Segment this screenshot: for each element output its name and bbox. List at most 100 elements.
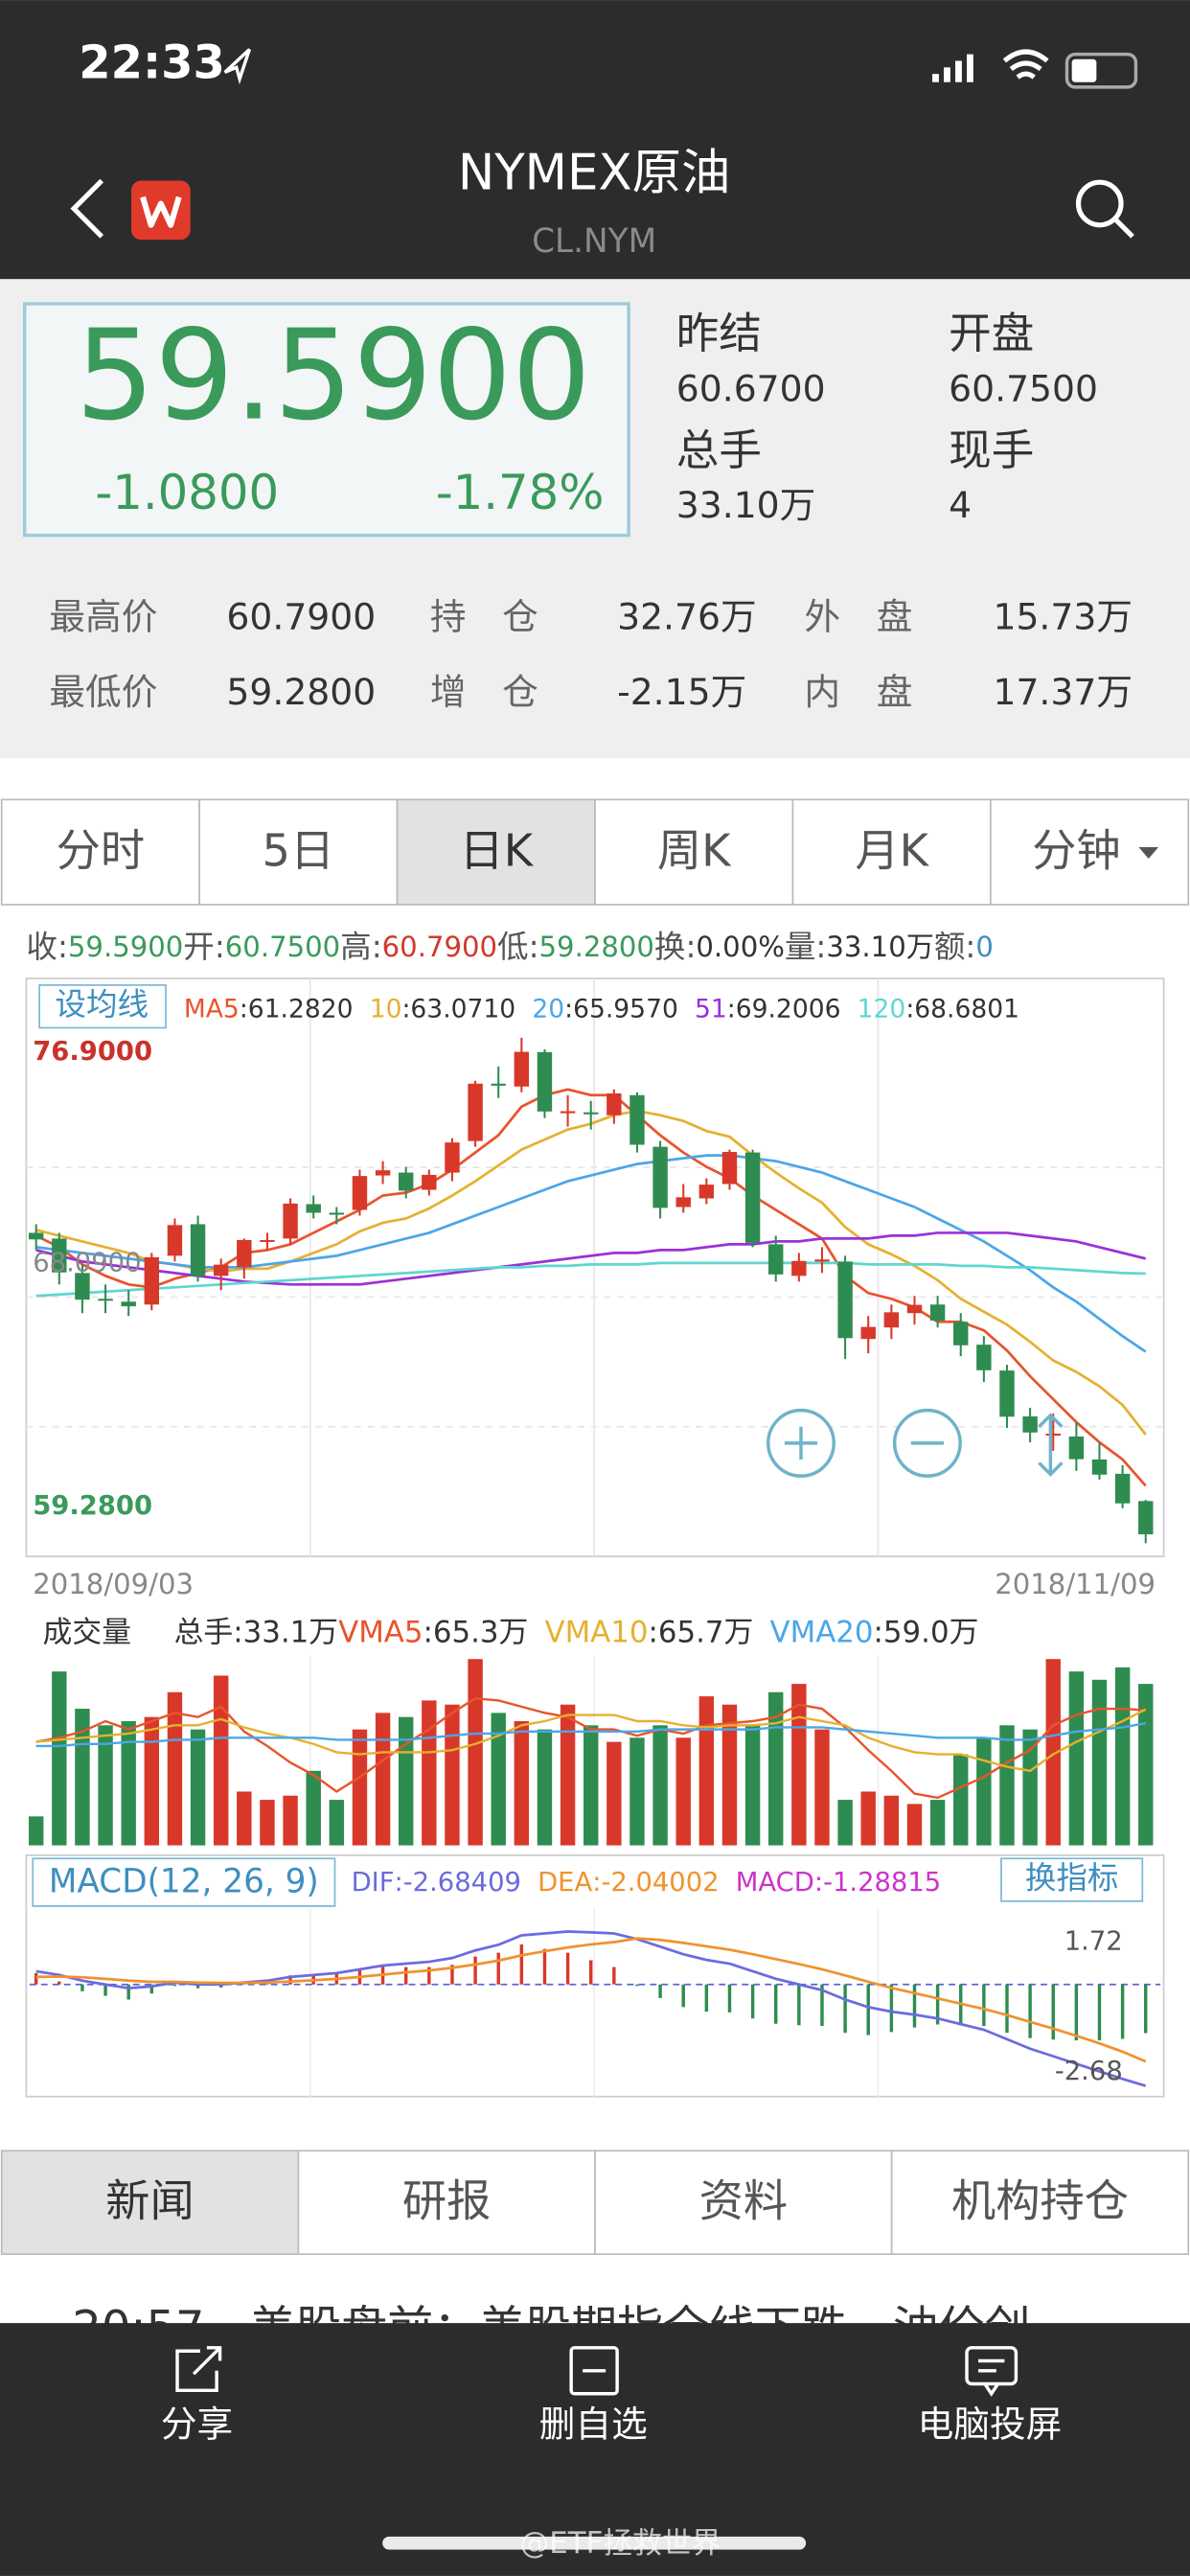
zoom-out-button[interactable] [892,1408,962,1478]
candle-body [1068,1436,1085,1460]
volume-bar [537,1729,553,1846]
volume-legend: 成交量 总手:33.1万VMA5:65.3万 VMA10:65.7万 VMA20:59… [43,1615,979,1649]
candle-body [584,1112,599,1115]
tab[interactable] [396,798,596,906]
tab[interactable] [890,2150,1190,2256]
price-change-pct: -1.78% [436,465,605,520]
volume-bar [606,1741,622,1846]
volume-bar [1068,1671,1085,1846]
macd-bar [80,1984,84,1991]
tab-label: 5日 [263,824,335,876]
candle-body [491,1083,506,1086]
info-value: 59.2800 [539,931,654,963]
x-tick-label: 2018/11/09 [995,1568,1156,1600]
candle-body [953,1322,969,1346]
macd-bar [889,1984,894,2033]
volume-bar [445,1704,460,1846]
legend-name: MA5 [184,994,240,1024]
macd-bar [103,1984,107,1996]
legend-value: -1.28815 [823,1868,941,1898]
candle-body [1045,1433,1061,1437]
candle-body [237,1239,252,1268]
macd-bar [912,1984,917,2028]
stat-value: 4 [949,484,972,526]
candle-body [375,1170,391,1176]
x-tick-label: 2018/09/03 [33,1568,194,1600]
home-indicator [382,2536,807,2550]
drag-handle[interactable] [1038,1413,1064,1477]
line [35,1930,1147,2087]
wifi-icon [1002,49,1049,80]
toolbar-label[interactable]: 删自选 [539,2404,648,2446]
battery-icon [1064,52,1138,89]
volume-bar [283,1795,298,1846]
toolbar-label[interactable]: 电脑投屏 [918,2404,1063,2446]
macd-bar [496,1952,500,1985]
info-label: 高: [340,929,382,965]
tab[interactable] [594,2150,893,2256]
legend-separator: : [649,1615,658,1649]
signal-icon [932,54,973,82]
macd-bar [519,1944,524,1985]
dropdown-arrow [1138,847,1159,860]
candle-body [213,1264,229,1276]
candle-body [906,1304,923,1314]
tab[interactable] [0,2150,300,2256]
tab[interactable] [990,798,1190,906]
macd-title-box[interactable] [32,1857,336,1907]
macd-bar [403,1966,408,1985]
tab-label: 机构持仓 [951,2174,1129,2226]
price-box [22,302,630,538]
tab[interactable] [594,798,794,906]
volume-bar [1045,1659,1061,1846]
candle-body [398,1172,414,1191]
line [35,1721,1146,1748]
tab[interactable] [791,798,992,906]
candle-body [860,1326,876,1340]
zoom-in-button[interactable] [767,1408,835,1478]
macd-bar [473,1956,477,1985]
volume-bar [584,1725,599,1846]
line [35,1708,1147,1773]
toolbar-label[interactable]: 分享 [161,2404,233,2446]
legend-name: 10 [370,994,402,1024]
volume-bar [837,1800,853,1846]
legend-separator: : [395,1868,403,1898]
tab-label: 日K [459,824,534,876]
volume-bar [929,1800,946,1846]
macd-bar [681,1984,685,2008]
volume-bar [167,1691,183,1846]
period-tabs: 分时 5日 日K 周K 月K 分钟 [0,798,1190,906]
detail-label: 外 盘 [804,595,912,637]
total-label: 总手: [174,1615,243,1649]
back-button[interactable] [70,178,104,239]
volume-bar [721,1704,738,1846]
stat-value: 60.6700 [676,367,826,409]
macd-legend: DIF:-2.68409 DEA:-2.04002 MACD:-1.28815 [352,1868,942,1898]
macd-grid [309,1907,880,2097]
ma-settings-button[interactable] [38,984,167,1029]
legend-value: -2.04002 [601,1868,719,1898]
candle-body [675,1197,691,1208]
tab[interactable] [0,798,200,906]
volume-bar [237,1791,252,1846]
macd-bar [542,1948,547,1985]
volume-bar [98,1725,113,1846]
volume-bar [560,1704,576,1846]
macd-bar [126,1984,130,2000]
toolbar-icons [175,2346,1018,2397]
tab[interactable] [198,798,399,906]
macd-bar [172,1984,177,1987]
legend-separator: : [592,1868,601,1898]
search-button[interactable] [1075,179,1134,239]
candle-body [352,1176,368,1210]
volume-bar [1114,1667,1131,1846]
switch-indicator-button[interactable] [1000,1857,1144,1902]
macd-bar [195,1984,200,1989]
macd-bar [866,1984,870,2036]
line [35,1697,1146,1800]
legend-value: 63.0710 [410,994,515,1024]
legend-value: 65.3万 [433,1615,528,1649]
macd-bar [658,1984,662,1998]
